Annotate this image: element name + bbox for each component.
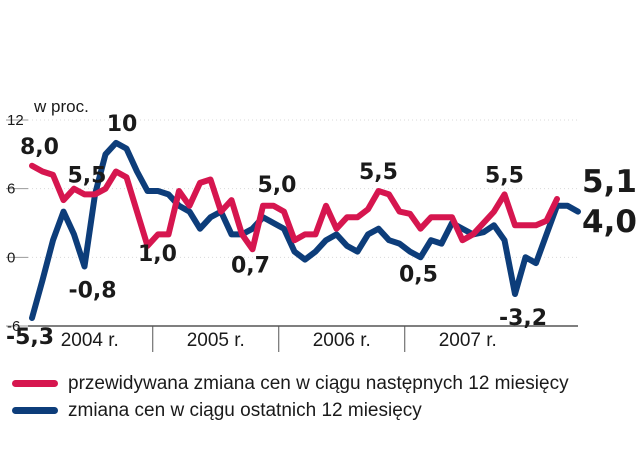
series-line — [29, 162, 560, 253]
y-tick-label: 12 — [7, 112, 24, 129]
data-label: -5,3 — [6, 325, 54, 350]
y-axis-ticks: 12 6 0 -6 — [7, 112, 24, 335]
y-tick-label: 0 — [7, 249, 15, 266]
x-tick-label: 2005 r. — [187, 330, 245, 351]
data-label: -0,8 — [68, 278, 116, 303]
data-label: 5,5 — [359, 160, 398, 185]
line-chart: w proc. 12 6 0 -6 2004 r. 2005 r. 2006 r. 2007… — [6, 97, 637, 352]
data-label: 0,5 — [399, 262, 438, 287]
series-line — [29, 139, 581, 321]
x-tick-label: 2004 r. — [61, 330, 119, 351]
data-label: 0,7 — [231, 253, 270, 278]
data-label: 5,0 — [258, 173, 297, 198]
series-lines — [29, 139, 581, 321]
data-label: 5,5 — [485, 163, 524, 188]
legend-item-expected: przewidywana zmiana cen w ciągu następny… — [12, 370, 569, 397]
legend: przewidywana zmiana cen w ciągu następny… — [12, 370, 569, 424]
data-label: -3,2 — [499, 306, 547, 331]
data-label: 8,0 — [20, 135, 59, 160]
legend-label-expected: przewidywana zmiana cen w ciągu następny… — [68, 372, 569, 394]
end-value-label: 4,0 — [582, 204, 637, 240]
x-tick-label: 2006 r. — [313, 330, 371, 351]
unit-label: w proc. — [33, 97, 89, 116]
legend-item-actual: zmiana cen w ciągu ostatnich 12 miesięcy — [12, 397, 569, 424]
x-tick-label: 2007 r. — [439, 330, 497, 351]
legend-label-actual: zmiana cen w ciągu ostatnich 12 miesięcy — [68, 399, 422, 421]
legend-swatch-actual — [12, 407, 58, 414]
data-label: 10 — [107, 112, 138, 137]
end-value-label: 5,1 — [582, 164, 637, 200]
data-label: 5,5 — [68, 163, 107, 188]
x-axis: 2004 r. 2005 r. 2006 r. 2007 r. — [28, 325, 578, 352]
y-tick-label: 6 — [7, 181, 15, 198]
y-tick-label: -6 — [7, 318, 20, 335]
grid — [6, 119, 578, 327]
legend-swatch-expected — [12, 380, 58, 387]
data-labels: 8,0 5,5 1,0 0,7 5,0 5,5 5,5 5,1 -5,3 -0,8 10 0,5 -3,… — [6, 112, 637, 350]
data-label: 1,0 — [138, 242, 177, 267]
